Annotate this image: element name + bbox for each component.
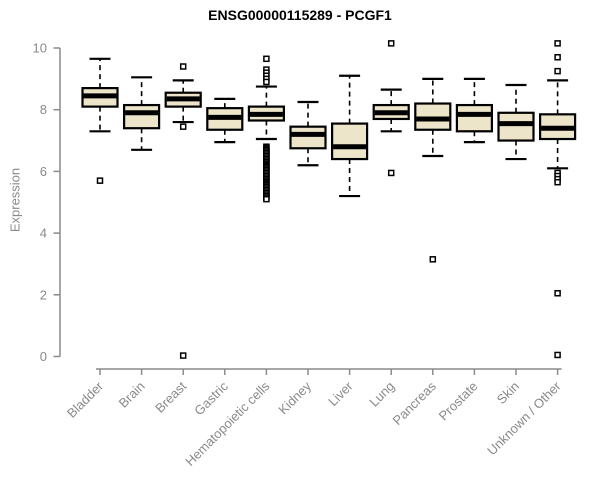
iqr-box xyxy=(289,125,327,150)
outlier-point xyxy=(387,40,395,47)
box-pancreas xyxy=(414,77,452,263)
box-breast xyxy=(164,63,202,359)
y-tick-label: 8 xyxy=(40,102,47,117)
y-tick-label: 10 xyxy=(33,41,47,56)
outlier-point xyxy=(96,177,104,184)
y-tick-label: 4 xyxy=(40,226,47,241)
x-tick-label: Breast xyxy=(152,378,189,415)
x-tick-label: Kidney xyxy=(275,378,314,417)
outlier-point xyxy=(263,78,270,86)
outlier-point xyxy=(554,54,561,61)
box-bladder xyxy=(81,57,119,184)
iqr-box xyxy=(455,103,493,133)
outlier-point xyxy=(554,290,561,297)
x-tick-label: Skin xyxy=(494,379,522,407)
x-tick-label: Pancreas xyxy=(389,378,439,428)
iqr-box xyxy=(497,111,535,142)
box-skin xyxy=(497,83,535,161)
y-tick-label: 6 xyxy=(40,164,47,179)
x-tick-label: Bladder xyxy=(64,378,107,421)
iqr-box xyxy=(331,122,369,161)
box-prostate xyxy=(455,77,493,144)
iqr-box xyxy=(122,103,161,130)
outlier-point xyxy=(263,55,270,63)
y-tick-label: 2 xyxy=(40,287,47,302)
outlier-point xyxy=(554,351,561,359)
x-tick-label: Lung xyxy=(366,379,397,410)
box-brain xyxy=(122,76,161,151)
box-hematopoietic-cells xyxy=(247,55,285,203)
outlier-point xyxy=(179,352,187,359)
outlier-point xyxy=(179,123,187,130)
outlier-point xyxy=(554,67,561,75)
outlier-point xyxy=(429,256,437,263)
outlier-point xyxy=(263,195,270,203)
chart-title: ENSG00000115289 - PCGF1 xyxy=(208,7,392,23)
outlier-point xyxy=(554,40,561,47)
x-tick-label: Prostate xyxy=(436,379,481,424)
box-lung xyxy=(372,40,410,177)
x-tick-label: Gastric xyxy=(191,378,231,418)
outlier-point xyxy=(387,169,395,177)
box-kidney xyxy=(289,100,327,167)
outlier-point xyxy=(554,178,561,186)
outlier-point xyxy=(179,63,187,70)
x-tick-label: Brain xyxy=(116,379,148,411)
x-tick-label: Liver xyxy=(325,378,356,409)
x-tick-label: Unknown / Other xyxy=(484,378,564,458)
box-liver xyxy=(331,74,369,198)
y-tick-label: 0 xyxy=(40,349,47,364)
box-gastric xyxy=(206,97,244,144)
box-unknown-other xyxy=(538,40,577,359)
